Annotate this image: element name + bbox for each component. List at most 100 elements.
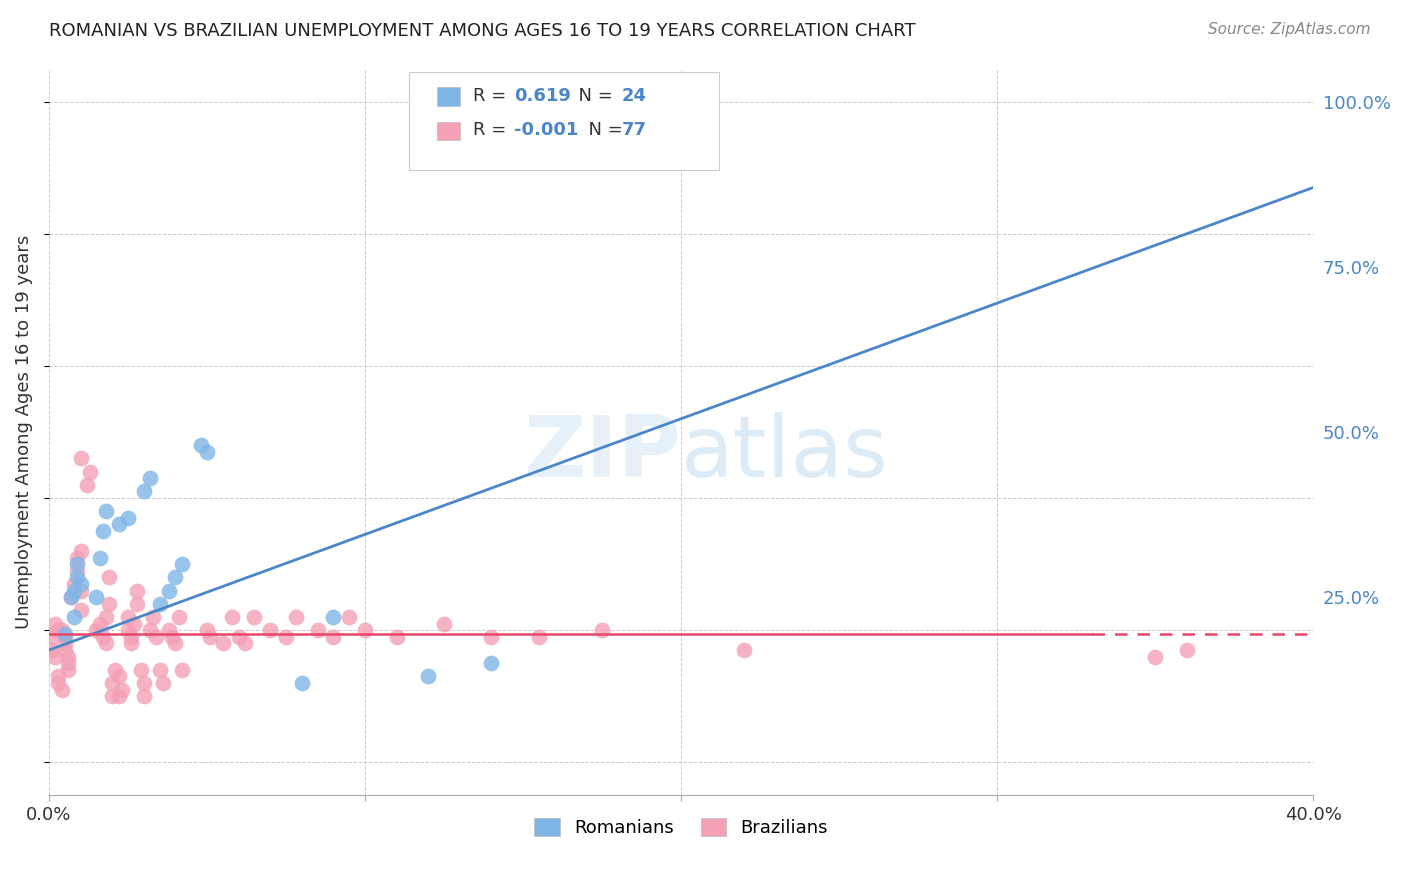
- Point: [243, 610, 266, 624]
- Point: [170, 557, 193, 571]
- Point: [198, 630, 221, 644]
- Point: [111, 682, 134, 697]
- Point: [101, 690, 124, 704]
- Point: [157, 624, 180, 638]
- Point: [142, 610, 165, 624]
- Point: [66, 570, 89, 584]
- Point: [69, 583, 91, 598]
- Point: [233, 636, 256, 650]
- Point: [41, 630, 63, 644]
- Point: [127, 597, 149, 611]
- Point: [132, 484, 155, 499]
- Point: [66, 564, 89, 578]
- Text: N =: N =: [568, 87, 619, 105]
- Point: [120, 630, 142, 644]
- Text: -0.001: -0.001: [515, 121, 579, 139]
- Point: [51, 624, 73, 638]
- Point: [322, 630, 344, 644]
- Point: [591, 624, 613, 638]
- Point: [69, 544, 91, 558]
- Point: [117, 624, 139, 638]
- Point: [527, 630, 550, 644]
- Point: [120, 636, 142, 650]
- Point: [145, 630, 167, 644]
- Point: [69, 451, 91, 466]
- Point: [149, 663, 172, 677]
- Point: [337, 610, 360, 624]
- Point: [195, 444, 218, 458]
- Point: [104, 663, 127, 677]
- Point: [124, 616, 146, 631]
- Point: [66, 550, 89, 565]
- Point: [51, 682, 73, 697]
- Text: 24: 24: [621, 87, 647, 105]
- Point: [53, 626, 76, 640]
- Point: [139, 471, 162, 485]
- Point: [56, 657, 79, 671]
- Point: [91, 630, 114, 644]
- Point: [291, 676, 314, 690]
- Point: [170, 663, 193, 677]
- Point: [259, 624, 281, 638]
- Point: [418, 669, 440, 683]
- Point: [117, 511, 139, 525]
- Point: [167, 610, 190, 624]
- Point: [53, 643, 76, 657]
- Text: Source: ZipAtlas.com: Source: ZipAtlas.com: [1208, 22, 1371, 37]
- Point: [228, 630, 250, 644]
- Point: [195, 624, 218, 638]
- Point: [89, 616, 111, 631]
- Point: [69, 603, 91, 617]
- Point: [481, 657, 503, 671]
- Text: R =: R =: [472, 87, 512, 105]
- Text: ZIP: ZIP: [523, 412, 681, 495]
- Point: [152, 676, 174, 690]
- Point: [481, 630, 503, 644]
- Point: [101, 676, 124, 690]
- Point: [63, 583, 86, 598]
- FancyBboxPatch shape: [409, 72, 718, 170]
- Point: [284, 610, 307, 624]
- Point: [56, 663, 79, 677]
- Text: N =: N =: [578, 121, 628, 139]
- Point: [211, 636, 233, 650]
- Point: [107, 517, 129, 532]
- Point: [107, 669, 129, 683]
- Point: [86, 590, 108, 604]
- Point: [221, 610, 243, 624]
- Point: [274, 630, 297, 644]
- Point: [132, 690, 155, 704]
- Point: [76, 478, 98, 492]
- Point: [117, 610, 139, 624]
- Point: [98, 570, 121, 584]
- Text: 77: 77: [621, 121, 647, 139]
- Point: [132, 676, 155, 690]
- Point: [66, 557, 89, 571]
- Point: [157, 583, 180, 598]
- Point: [129, 663, 152, 677]
- Point: [86, 624, 108, 638]
- FancyBboxPatch shape: [437, 121, 460, 140]
- Point: [48, 669, 70, 683]
- Point: [139, 624, 162, 638]
- Legend: Romanians, Brazilians: Romanians, Brazilians: [527, 811, 835, 845]
- Point: [149, 597, 172, 611]
- Text: 0.619: 0.619: [515, 87, 571, 105]
- Point: [385, 630, 408, 644]
- Point: [733, 643, 755, 657]
- Point: [322, 610, 344, 624]
- FancyBboxPatch shape: [437, 87, 460, 105]
- Point: [53, 630, 76, 644]
- Point: [94, 610, 117, 624]
- Point: [433, 616, 456, 631]
- Point: [94, 504, 117, 518]
- Point: [56, 649, 79, 664]
- Point: [44, 649, 66, 664]
- Point: [48, 624, 70, 638]
- Point: [1144, 649, 1167, 664]
- Point: [69, 577, 91, 591]
- Point: [165, 636, 187, 650]
- Point: [190, 438, 212, 452]
- Point: [1175, 643, 1198, 657]
- Point: [53, 636, 76, 650]
